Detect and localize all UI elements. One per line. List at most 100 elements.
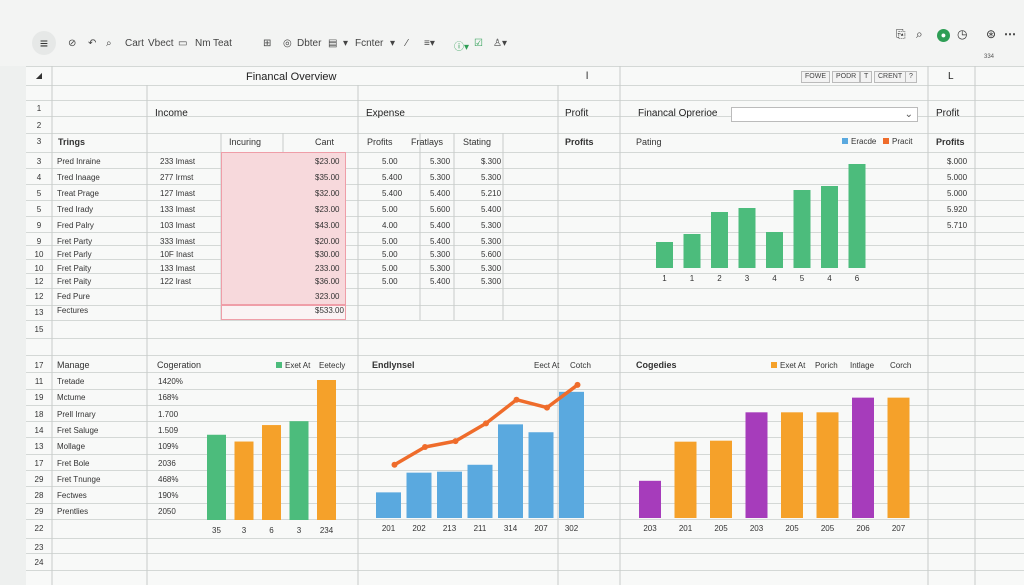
chart-bar[interactable] bbox=[207, 434, 226, 520]
chart-bar[interactable] bbox=[528, 432, 554, 518]
row-header[interactable]: 24 bbox=[34, 558, 44, 567]
chart-bar[interactable] bbox=[437, 471, 462, 518]
toolbar-teat[interactable]: Teat bbox=[213, 38, 232, 49]
row-header[interactable]: 3 bbox=[36, 157, 42, 166]
row-header[interactable]: 10 bbox=[34, 264, 44, 273]
toolbar-cart[interactable]: Cart bbox=[125, 38, 144, 49]
chart-line-point[interactable] bbox=[574, 381, 581, 388]
chart-bar[interactable] bbox=[656, 242, 673, 268]
toolbar-fcnter[interactable]: Fcnter bbox=[355, 38, 384, 49]
chart-bar[interactable] bbox=[766, 232, 783, 268]
pen-icon[interactable]: ⁄ bbox=[406, 38, 408, 49]
attach-icon[interactable]: ⊘ bbox=[68, 38, 77, 49]
row-header[interactable]: 13 bbox=[34, 442, 44, 451]
chart-bar[interactable] bbox=[234, 441, 254, 520]
row-header[interactable]: 13 bbox=[34, 308, 44, 317]
chart-bar[interactable] bbox=[498, 424, 523, 518]
corner-select-all[interactable]: ◢ bbox=[35, 71, 43, 80]
chart-bar[interactable] bbox=[559, 391, 584, 518]
help-button[interactable]: ? bbox=[905, 71, 917, 83]
share-icon[interactable]: ⎘ bbox=[896, 27, 906, 41]
row-header[interactable]: 9 bbox=[36, 237, 42, 246]
crent-button[interactable]: CRENT bbox=[874, 71, 907, 83]
chart-bar[interactable] bbox=[406, 472, 432, 518]
row-header[interactable]: 18 bbox=[34, 410, 44, 419]
row-header[interactable]: 17 bbox=[34, 361, 44, 370]
chart-line-point[interactable] bbox=[422, 444, 428, 451]
chart-bar[interactable] bbox=[745, 412, 768, 518]
row-header[interactable]: 12 bbox=[34, 292, 44, 301]
chart-line-point[interactable] bbox=[391, 461, 398, 468]
chart-line-point[interactable] bbox=[483, 420, 489, 427]
toolbar-dbter[interactable]: Dbter bbox=[297, 38, 322, 49]
undo-icon[interactable]: ↶ bbox=[88, 38, 97, 49]
row-header[interactable]: 17 bbox=[34, 459, 44, 468]
chart-bar[interactable] bbox=[848, 164, 866, 268]
chart-bar[interactable] bbox=[317, 380, 336, 520]
menu-icon[interactable]: ≡ bbox=[32, 31, 56, 55]
chart-bar[interactable] bbox=[887, 397, 910, 518]
more-icon[interactable]: ⋯ bbox=[1004, 27, 1016, 41]
chart-line-point[interactable] bbox=[513, 396, 520, 403]
fowe-button[interactable]: FOWE bbox=[801, 71, 830, 83]
chart-bar[interactable] bbox=[816, 412, 839, 518]
grid-icon[interactable]: ⊞ bbox=[263, 38, 272, 49]
chart-bar[interactable] bbox=[467, 464, 493, 518]
chart-bar[interactable] bbox=[793, 190, 811, 268]
chart-line-point[interactable] bbox=[544, 404, 550, 411]
row-header[interactable]: 11 bbox=[34, 377, 44, 386]
chart-bar[interactable] bbox=[674, 441, 697, 518]
podr-button[interactable]: PODR bbox=[832, 71, 861, 83]
chart-bar[interactable] bbox=[738, 208, 756, 268]
chart-bar[interactable] bbox=[821, 186, 838, 268]
highlighted-total[interactable] bbox=[221, 305, 346, 320]
chart-bar[interactable] bbox=[711, 212, 728, 268]
row-header[interactable]: 10 bbox=[34, 250, 44, 259]
overview-dropdown[interactable]: ⌄ bbox=[731, 107, 918, 122]
row-header[interactable]: 15 bbox=[34, 325, 44, 334]
status-icon[interactable]: ● bbox=[937, 29, 950, 42]
chart-bar[interactable] bbox=[376, 492, 401, 518]
chart-bar[interactable] bbox=[683, 234, 701, 268]
chart-bar[interactable] bbox=[781, 412, 803, 518]
chevron-down-icon[interactable]: ▾ bbox=[343, 38, 349, 49]
row-header[interactable]: 2 bbox=[36, 121, 42, 130]
circle-icon[interactable]: ◎ bbox=[283, 38, 292, 49]
chart-bar[interactable] bbox=[262, 425, 281, 520]
chart-line-point[interactable] bbox=[452, 438, 459, 445]
row-header[interactable]: 4 bbox=[36, 173, 42, 182]
t-button[interactable]: T bbox=[860, 71, 873, 83]
row-header[interactable]: 9 bbox=[36, 221, 42, 230]
chart-bar[interactable] bbox=[852, 397, 874, 518]
row-header[interactable]: 23 bbox=[34, 543, 44, 552]
search-icon[interactable]: ⌕ bbox=[916, 27, 923, 41]
info-icon[interactable]: ⓘ▾ bbox=[454, 42, 470, 53]
align-icon[interactable]: ≡▾ bbox=[424, 38, 435, 49]
row-header[interactable]: 5 bbox=[36, 205, 42, 214]
row-header[interactable]: 29 bbox=[34, 507, 44, 516]
chevron-down-icon[interactable]: ▾ bbox=[390, 38, 396, 49]
highlighted-range[interactable] bbox=[221, 152, 346, 305]
row-header[interactable]: 5 bbox=[36, 189, 42, 198]
chart-bar[interactable] bbox=[289, 421, 309, 520]
chart-bar[interactable] bbox=[639, 480, 661, 518]
chart-bar[interactable] bbox=[710, 440, 732, 518]
toolbar-nm[interactable]: Nm bbox=[195, 38, 211, 49]
clock-icon[interactable]: ◷ bbox=[957, 27, 968, 41]
row-header[interactable]: 3 bbox=[36, 137, 42, 146]
row-header[interactable]: 28 bbox=[34, 491, 44, 500]
settings-icon[interactable]: ⊛ bbox=[986, 27, 997, 41]
toolbar-vbect[interactable]: Vbect bbox=[148, 38, 174, 49]
user-icon[interactable]: ♙▾ bbox=[493, 38, 507, 49]
check-icon[interactable]: ☑ bbox=[474, 38, 483, 49]
row-header[interactable]: 14 bbox=[34, 426, 44, 435]
row-header[interactable]: 22 bbox=[34, 524, 44, 533]
row-header[interactable]: 29 bbox=[34, 475, 44, 484]
doc-icon[interactable]: ▤ bbox=[328, 38, 338, 49]
overview-header: Financal Oprerioe bbox=[638, 108, 718, 119]
row-header[interactable]: 12 bbox=[34, 277, 44, 286]
row-header[interactable]: 19 bbox=[34, 393, 44, 402]
folder-icon[interactable]: ▭ bbox=[178, 38, 188, 49]
row-header[interactable]: 1 bbox=[36, 104, 42, 113]
search-icon[interactable]: ⌕ bbox=[106, 38, 112, 49]
